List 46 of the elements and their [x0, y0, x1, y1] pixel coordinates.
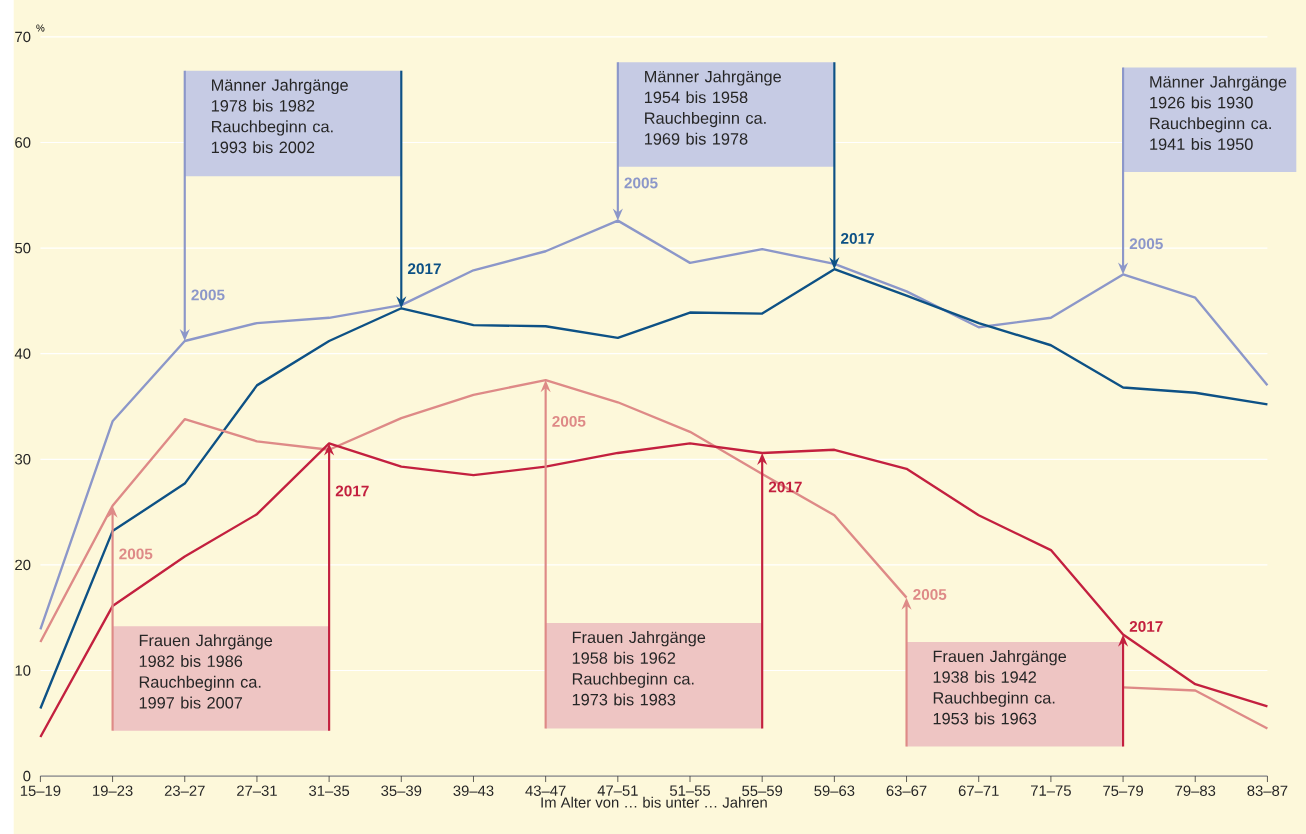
y-tick-label: 20 [15, 559, 31, 571]
x-tick-label: 79–83 [1175, 785, 1216, 796]
y-tick-label: 60 [15, 137, 31, 148]
x-tick-label: 71–75 [1031, 785, 1071, 796]
x-tick-label: 55–59 [742, 785, 783, 796]
annotation: 2017 [1129, 620, 1163, 632]
annotation: Frauen Jahrgänge 1982 bis 1986 Rauchbeginn ca. 1997 bis 2007 [139, 634, 273, 709]
annotation: 2005 [552, 415, 586, 427]
annotation: 2017 [407, 263, 441, 275]
x-tick-label: 83–87 [1247, 785, 1288, 796]
y-axis-title: % [36, 24, 45, 32]
annotation: 2017 [335, 485, 369, 497]
x-tick-label: 35–39 [381, 785, 422, 796]
y-tick-label: 30 [15, 453, 31, 465]
annotation: 2005 [1129, 238, 1163, 250]
y-tick-label: 10 [15, 665, 31, 676]
annotation: Männer Jahrgänge 1926 bis 1930 Rauchbeginn ca. 1941 bis 1950 [1150, 75, 1287, 150]
annotation: 2017 [768, 481, 802, 493]
y-tick-label: 40 [14, 348, 31, 359]
x-tick-label: 27–31 [237, 785, 277, 796]
annotation: 2005 [624, 177, 658, 189]
x-tick-label: 23–27 [164, 785, 205, 796]
annotation: Männer Jahrgänge 1954 bis 1958 Rauchbeginn ca. 1969 bis 1978 [644, 70, 781, 145]
x-axis-title: Im Alter von … bis unter … Jahren [541, 796, 767, 808]
annotation: Männer Jahrgänge 1978 bis 1982 Rauchbeginn ca. 1993 bis 2002 [211, 78, 348, 154]
x-tick-label: 63–67 [886, 785, 927, 796]
annotation: 2005 [913, 589, 947, 600]
x-tick-label: 67–71 [958, 785, 999, 796]
annotation: 2005 [191, 289, 225, 301]
x-tick-label: 59–63 [814, 785, 855, 796]
annotation: 2005 [119, 548, 153, 560]
x-tick-label: 75–79 [1103, 785, 1143, 796]
annotation: Frauen Jahrgänge 1958 bis 1962 Rauchbeginn ca. 1973 bis 1983 [572, 631, 706, 706]
x-tick-label: 47–51 [597, 785, 638, 796]
y-tick-label: 50 [15, 242, 31, 254]
y-tick-label: 0 [23, 770, 31, 782]
annotation: 2017 [841, 232, 874, 244]
x-tick-label: 15–19 [20, 785, 61, 796]
x-tick-label: 39–43 [453, 785, 494, 796]
line-series [39, 442, 1269, 739]
annotation: Frauen Jahrgänge 1938 bis 1942 Rauchbeginn ca. 1953 bis 1963 [933, 650, 1067, 725]
x-tick-label: 43–47 [525, 785, 566, 796]
x-tick-label: 19–23 [93, 785, 133, 796]
x-tick-label: 31–35 [309, 785, 350, 796]
y-tick-label: 70 [15, 31, 31, 43]
x-tick-label: 51–55 [669, 785, 711, 796]
